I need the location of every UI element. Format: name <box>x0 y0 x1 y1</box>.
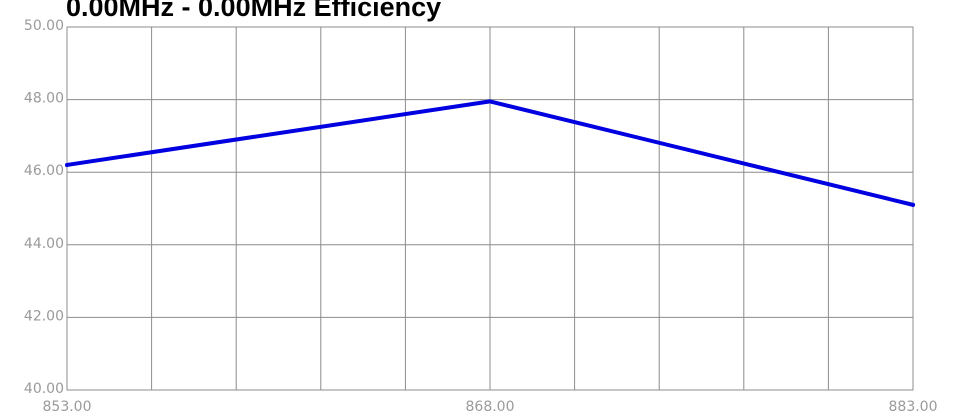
y-axis-tick-labels: 40.00 42.00 44.00 46.00 48.00 50.00 <box>24 18 64 397</box>
series-layer <box>65 99 915 207</box>
x-axis-tick-labels: 853.00 868.00 883.00 <box>43 399 938 415</box>
data-point <box>488 99 492 104</box>
x-tick-label: 853.00 <box>43 399 92 415</box>
chart-title: 0.00MHz - 0.00MHz Efficiency <box>66 0 441 22</box>
y-tick-label: 40.00 <box>24 381 64 397</box>
x-tick-label: 868.00 <box>466 399 515 415</box>
y-tick-label: 44.00 <box>24 236 64 252</box>
y-tick-label: 50.00 <box>24 18 64 34</box>
y-tick-label: 46.00 <box>24 163 64 179</box>
data-point <box>65 162 69 167</box>
grid-lines <box>67 27 913 390</box>
y-tick-label: 42.00 <box>24 308 64 324</box>
x-tick-label: 883.00 <box>889 399 938 415</box>
y-tick-label: 48.00 <box>24 91 64 107</box>
data-point <box>911 202 915 207</box>
